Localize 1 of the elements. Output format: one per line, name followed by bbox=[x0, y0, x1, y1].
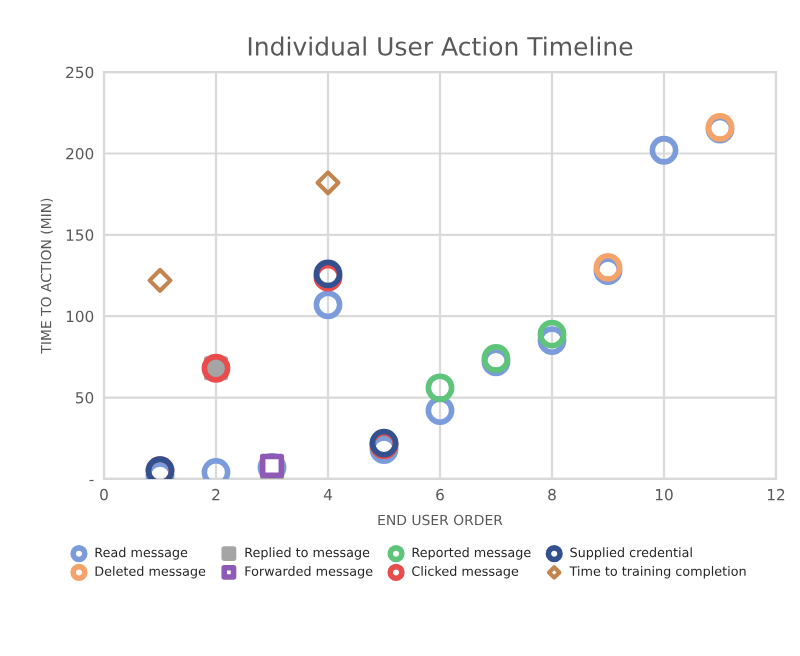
chart-title: Individual User Action Timeline bbox=[248, 36, 633, 56]
